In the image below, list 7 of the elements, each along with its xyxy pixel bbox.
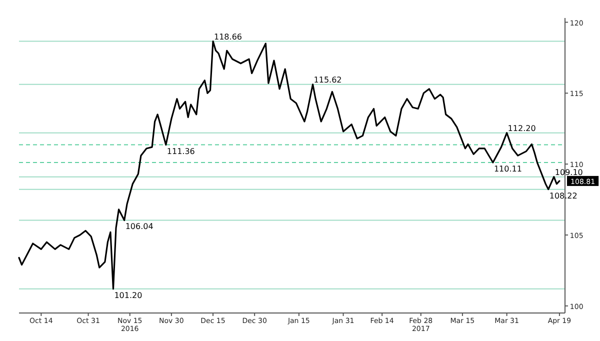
annotation: 106.04 bbox=[125, 222, 154, 232]
annotation: 115.62 bbox=[314, 75, 342, 84]
annotation: 110.11 bbox=[494, 164, 522, 174]
annotation: 118.66 bbox=[214, 32, 242, 42]
annotation: 112.20 bbox=[508, 124, 536, 133]
annotation: 111.36 bbox=[166, 146, 195, 156]
annotation: 101.20 bbox=[114, 290, 142, 300]
